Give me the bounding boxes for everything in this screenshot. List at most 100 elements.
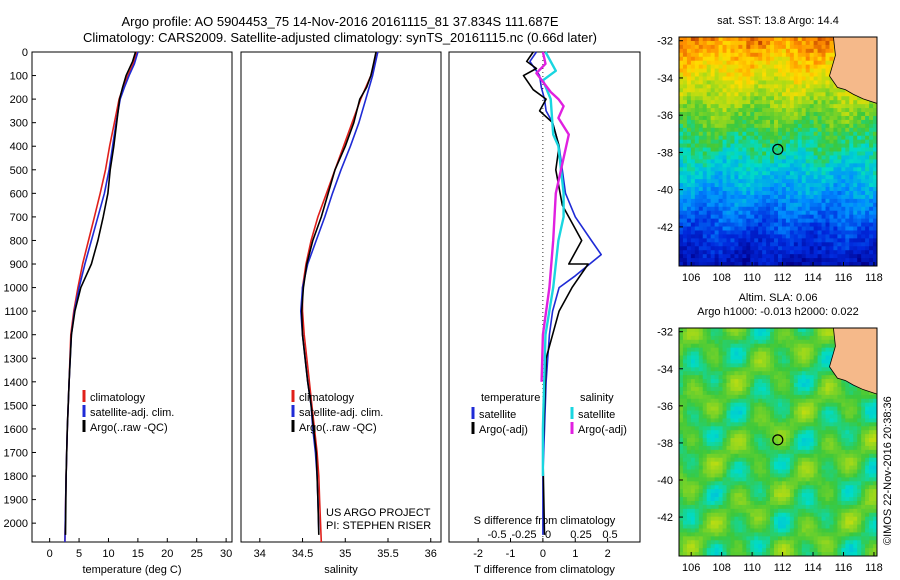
map-cell: [698, 115, 704, 121]
map-cell: [750, 383, 755, 388]
map-cell: [797, 100, 803, 105]
map-cell: [789, 363, 795, 368]
map-cell: [679, 96, 684, 101]
map-cell: [690, 135, 696, 141]
map-cell: [714, 175, 719, 180]
map-cell: [682, 88, 688, 93]
map-cell: [857, 100, 862, 105]
map-cell: [698, 88, 704, 93]
map-cell: [805, 68, 811, 73]
map-cell: [789, 242, 795, 247]
map-cell: [825, 194, 830, 200]
map-cell: [762, 469, 767, 474]
map-cell: [738, 80, 743, 85]
map-cell: [682, 355, 688, 360]
map-cell: [762, 512, 767, 518]
map-cell: [785, 386, 791, 392]
map-cell: [690, 218, 696, 223]
map-cell: [734, 347, 739, 352]
map-cell: [758, 520, 763, 525]
map-cell: [781, 351, 787, 356]
map-cell: [690, 540, 696, 545]
map-cell: [722, 504, 727, 510]
map-cell: [738, 104, 743, 109]
map-cell: [789, 131, 795, 137]
map-cell: [774, 489, 779, 494]
map-cell: [801, 359, 807, 364]
map-cell: [710, 375, 716, 380]
map-cell: [781, 56, 787, 62]
map-cell: [781, 371, 787, 376]
map-cell: [793, 242, 799, 247]
map-cell: [706, 159, 712, 164]
map-cell: [833, 163, 838, 168]
map-cell: [785, 123, 791, 129]
map-cell: [754, 64, 759, 69]
map-cell: [706, 171, 712, 176]
map-cell: [742, 238, 747, 243]
x-tick-label: -2: [473, 548, 483, 560]
map-cell: [714, 171, 719, 176]
map-cell: [758, 155, 763, 160]
map-cell: [722, 198, 727, 204]
secondary-tick-label: -0.25: [511, 529, 536, 541]
map-cell: [734, 112, 739, 117]
map-cell: [738, 206, 743, 212]
map-cell: [694, 112, 700, 117]
map-cell: [845, 210, 850, 216]
map-cell: [754, 489, 759, 494]
map-cell: [679, 520, 684, 525]
map-cell: [825, 108, 830, 113]
map-cell: [679, 406, 684, 411]
map-cell: [738, 100, 743, 105]
map-cell: [774, 72, 779, 77]
map-cell: [841, 104, 846, 109]
map-cell: [837, 190, 842, 196]
map-cell: [805, 183, 811, 188]
map-cell: [738, 48, 743, 54]
map-cell: [789, 394, 795, 400]
map-cell: [722, 250, 727, 255]
map-cell: [726, 528, 731, 533]
map-cell: [714, 375, 719, 380]
map-cell: [762, 500, 767, 506]
map-cell: [873, 194, 878, 200]
map-cell: [770, 258, 775, 263]
map-cell: [813, 171, 818, 176]
map-cell: [758, 504, 763, 510]
map-cell: [797, 449, 803, 455]
map-cell: [706, 123, 712, 129]
map-cell: [718, 56, 723, 62]
map-cell: [789, 493, 795, 498]
map-cell: [738, 532, 743, 537]
map-cell: [718, 477, 723, 482]
map-cell: [805, 473, 811, 478]
map-cell: [789, 453, 795, 459]
map-cell: [750, 250, 755, 255]
map-cell: [698, 72, 704, 77]
map-cell: [801, 489, 807, 494]
map-cell: [690, 386, 696, 392]
map-cell: [718, 68, 723, 73]
map-cell: [805, 258, 811, 263]
map-cell: [762, 540, 767, 545]
map-cell: [801, 532, 807, 537]
map-cell: [738, 347, 743, 352]
map-cell: [706, 355, 712, 360]
map-cell: [738, 512, 743, 518]
map-cell: [734, 218, 739, 223]
map-cell: [797, 104, 803, 109]
map-cell: [817, 226, 822, 231]
map-cell: [754, 262, 759, 267]
map-cell: [797, 351, 803, 356]
map-cell: [785, 410, 791, 415]
map-cell: [813, 246, 818, 251]
map-cell: [679, 194, 684, 200]
map-cell: [738, 386, 743, 392]
map-cell: [690, 331, 696, 337]
map-cell: [734, 80, 739, 85]
map-cell: [686, 151, 692, 156]
map-cell: [742, 155, 747, 160]
map-cell: [742, 500, 747, 506]
x-tick-label: 20: [161, 548, 173, 560]
